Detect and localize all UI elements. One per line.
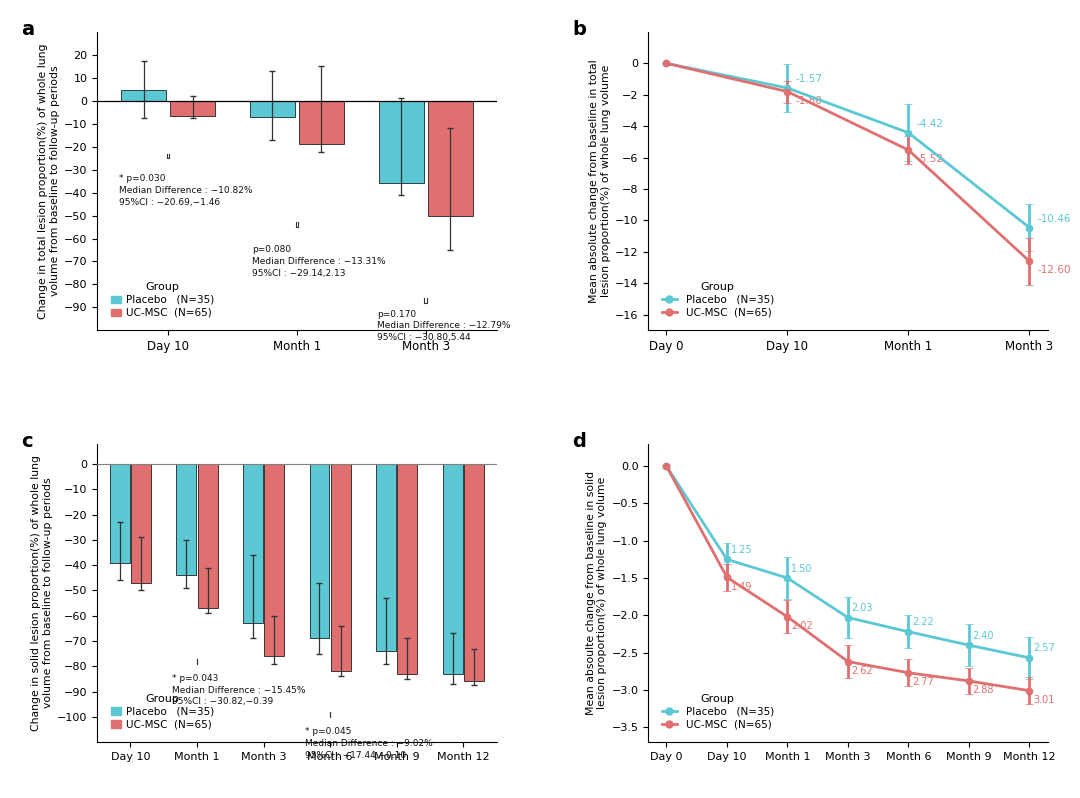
Bar <box>265 464 284 656</box>
Text: 3.01: 3.01 <box>1034 695 1054 705</box>
Text: -12.60: -12.60 <box>1038 265 1071 275</box>
Text: -10.46: -10.46 <box>1038 214 1071 223</box>
Text: 2.57: 2.57 <box>1034 643 1055 654</box>
Legend: Placebo   (N=35), UC-MSC  (N=65): Placebo (N=35), UC-MSC (N=65) <box>107 689 218 734</box>
Text: 1.25: 1.25 <box>730 545 752 555</box>
Bar <box>310 464 329 638</box>
Bar <box>198 464 218 608</box>
Y-axis label: Mean absoulte change from baseline in solid
lesion proportion(%) of whole lung v: Mean absoulte change from baseline in so… <box>585 471 607 715</box>
Y-axis label: Change in solid lesion proportion(%) of whole lung
volume from baseline to follo: Change in solid lesion proportion(%) of … <box>31 455 53 731</box>
Text: -4.42: -4.42 <box>917 119 944 128</box>
Text: -1.80: -1.80 <box>796 96 823 105</box>
Text: 2.03: 2.03 <box>851 603 873 613</box>
Bar <box>443 464 462 674</box>
Text: p=0.170
Median Difference : −12.79%
95%CI : −30.80,5.44: p=0.170 Median Difference : −12.79% 95%C… <box>377 310 510 342</box>
Bar <box>131 464 151 583</box>
Text: -1.57: -1.57 <box>796 74 823 84</box>
Text: 1.49: 1.49 <box>730 582 752 592</box>
Text: 2.40: 2.40 <box>973 630 994 641</box>
Bar <box>121 90 166 101</box>
Text: c: c <box>22 432 33 451</box>
Text: -5.52: -5.52 <box>917 154 944 164</box>
Text: b: b <box>572 20 586 39</box>
Text: 1.50: 1.50 <box>791 563 812 574</box>
Text: d: d <box>572 432 586 451</box>
Text: 2.77: 2.77 <box>913 678 934 687</box>
Legend: Placebo   (N=35), UC-MSC  (N=65): Placebo (N=35), UC-MSC (N=65) <box>107 278 218 322</box>
Y-axis label: Change in total lesion proportion(%) of whole lung
volume from baseline to follo: Change in total lesion proportion(%) of … <box>38 43 59 319</box>
Text: 2.22: 2.22 <box>913 617 934 627</box>
Bar <box>464 464 484 681</box>
Bar <box>376 464 396 651</box>
Bar <box>428 101 473 215</box>
Legend: Placebo   (N=35), UC-MSC  (N=65): Placebo (N=35), UC-MSC (N=65) <box>658 278 778 322</box>
Text: p=0.080
Median Difference : −13.31%
95%CI : −29.14,2.13: p=0.080 Median Difference : −13.31% 95%C… <box>252 246 386 278</box>
Y-axis label: Mean absolute change from baseline in total
lesion proportion(%) of whole lung v: Mean absolute change from baseline in to… <box>590 59 611 303</box>
Bar <box>243 464 262 623</box>
Text: * p=0.043
Median Difference : −15.45%
95%CI : −30.82,−0.39: * p=0.043 Median Difference : −15.45% 95… <box>172 674 306 706</box>
Bar <box>110 464 130 563</box>
Bar <box>170 101 215 116</box>
Text: * p=0.030
Median Difference : −10.82%
95%CI : −20.69,−1.46: * p=0.030 Median Difference : −10.82% 95… <box>119 174 253 207</box>
Text: a: a <box>22 20 35 39</box>
Bar <box>330 464 351 671</box>
Bar <box>176 464 197 575</box>
Bar <box>397 464 417 674</box>
Bar <box>299 101 343 144</box>
Legend: Placebo   (N=35), UC-MSC  (N=65): Placebo (N=35), UC-MSC (N=65) <box>658 689 778 734</box>
Text: 2.62: 2.62 <box>851 666 874 676</box>
Text: 2.88: 2.88 <box>973 685 994 695</box>
Bar <box>249 101 295 117</box>
Text: * p=0.045
Median Difference : −9.02%
95%CI : −17.44,−0.10: * p=0.045 Median Difference : −9.02% 95%… <box>305 727 433 760</box>
Bar <box>379 101 423 184</box>
Text: 2.02: 2.02 <box>791 622 812 631</box>
